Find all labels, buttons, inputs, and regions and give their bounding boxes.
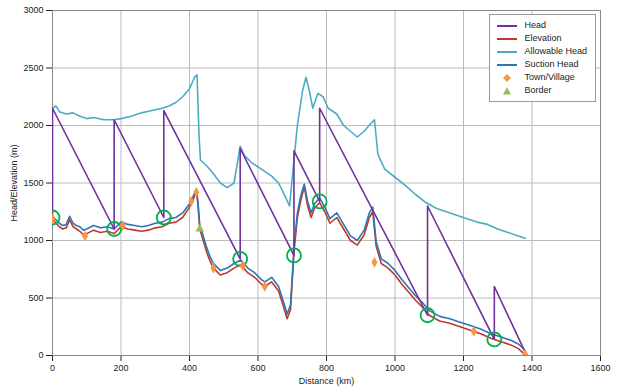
svg-text:200: 200 (113, 363, 128, 373)
svg-text:2500: 2500 (23, 63, 43, 73)
html-text:Elevation: Elevation (524, 33, 562, 43)
svg-text:1200: 1200 (453, 363, 473, 373)
html-text:Head: Head (524, 20, 546, 30)
svg-text:1500: 1500 (23, 178, 43, 188)
svg-text:0: 0 (38, 350, 43, 360)
svg-text:400: 400 (182, 363, 197, 373)
html-text:Town/Village: Town/Village (524, 72, 575, 82)
svg-text:2000: 2000 (23, 120, 43, 130)
html-text:Allowable Head: Allowable Head (524, 46, 587, 56)
svg-text:3000: 3000 (23, 5, 43, 15)
svg-text:Head/Elevation (m): Head/Elevation (m) (9, 144, 19, 221)
html-text:Suction Head: Suction Head (524, 59, 579, 69)
svg-text:0: 0 (50, 363, 55, 373)
html-text:Border: Border (524, 85, 552, 95)
svg-text:Distance (km): Distance (km) (299, 376, 355, 386)
svg-text:800: 800 (319, 363, 334, 373)
svg-text:1600: 1600 (590, 363, 610, 373)
svg-text:500: 500 (28, 293, 43, 303)
svg-text:1000: 1000 (385, 363, 405, 373)
svg-text:600: 600 (250, 363, 265, 373)
svg-text:1000: 1000 (23, 235, 43, 245)
svg-text:1400: 1400 (522, 363, 542, 373)
